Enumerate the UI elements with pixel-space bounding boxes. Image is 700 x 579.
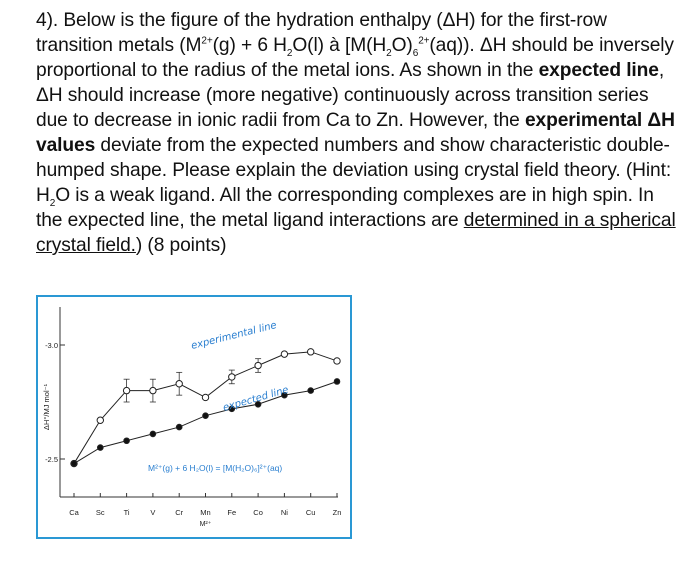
data-point-expected: [70, 460, 78, 467]
question-sup: 2+: [418, 35, 430, 47]
question-part: deviate from the expected numbers and sh…: [36, 135, 672, 206]
x-tick-label: Cu: [306, 508, 316, 517]
question-sub: 2: [286, 47, 293, 59]
question-part: ) (8 points): [135, 235, 227, 256]
data-point-experimental: [333, 357, 341, 365]
data-point-expected: [123, 437, 130, 445]
y-axis-label: ΔH°/MJ mol⁻¹: [42, 383, 51, 430]
question-sub: 2: [386, 47, 392, 59]
question-part: O): [391, 35, 413, 56]
x-tick-label: V: [150, 508, 155, 517]
data-point-experimental: [254, 361, 262, 370]
data-point-experimental: [228, 373, 236, 381]
hydration-enthalpy-figure: -3.0 -2.5 ΔH°/MJ mol⁻¹ Ca Sc Ti V Cr Mn Fe Co Ni Cu Z…: [36, 295, 352, 539]
data-point-expected: [228, 405, 236, 413]
x-tick-label: Cr: [175, 508, 183, 517]
data-point-expected: [202, 412, 209, 419]
x-tick-label: Ti: [124, 508, 130, 517]
data-point-experimental: [201, 393, 210, 402]
data-point-expected: [307, 387, 315, 394]
data-point-expected: [175, 423, 183, 431]
question-sub: 6: [412, 47, 419, 59]
data-point-experimental: [307, 348, 315, 356]
data-point-expected: [281, 391, 288, 399]
chart-marks: [70, 348, 341, 468]
chart-svg: -3.0 -2.5 ΔH°/MJ mol⁻¹ Ca Sc Ti V Cr Mn Fe Co Ni Cu Z…: [42, 307, 342, 528]
data-point-expected: [149, 430, 157, 438]
data-point-experimental: [149, 386, 157, 395]
x-tick-label: Co: [253, 508, 263, 517]
x-axis-sublabel: M²⁺: [200, 521, 212, 528]
question-part: , ΔH should increase (more negative) con…: [36, 60, 665, 131]
bold-experimental-values: experimental ΔH values: [36, 110, 675, 156]
label-experimental-line: experimental line: [190, 320, 278, 352]
reaction-equation: M²⁺(g) + 6 H₂O(l) = [M(H₂O)₆]²⁺(aq): [148, 463, 282, 473]
question-part: 4). Below is the figure of the hydration…: [36, 10, 607, 56]
x-tick-label: Mn: [200, 508, 210, 517]
chart-axes: [59, 307, 338, 498]
series-line-experimental: [73, 351, 338, 464]
x-tick-label: Ca: [69, 508, 79, 517]
x-tick-label: Ni: [281, 508, 288, 517]
question-text: 4). Below is the figure of the hydration…: [36, 8, 676, 258]
x-tick-label: Zn: [333, 508, 342, 517]
data-point-experimental: [280, 350, 289, 358]
question-part: (aq)). ΔH should be inversely proportion…: [36, 35, 674, 81]
x-tick-label: Fe: [227, 508, 236, 517]
bold-expected-line: expected line: [538, 60, 659, 81]
data-point-expected: [97, 444, 104, 451]
data-point-experimental: [122, 386, 131, 395]
question-part: O(l) à [M(H: [292, 35, 387, 56]
question-part: (g) + 6 H: [212, 35, 287, 56]
label-expected-line: expected line: [222, 385, 290, 414]
y-tick-label: -3.0: [45, 341, 58, 350]
x-tick-label: Sc: [96, 508, 105, 517]
data-point-experimental: [96, 416, 104, 424]
question-part: O is a weak ligand. All the correspondin…: [36, 185, 654, 231]
y-tick-label: -2.5: [45, 455, 58, 464]
data-point-experimental: [175, 380, 183, 388]
question-sup: 2+: [201, 35, 213, 47]
question-sub: 2: [49, 197, 56, 209]
data-point-expected: [333, 378, 341, 385]
underlined-hint: determined in a spherical crystal field.: [36, 210, 676, 256]
data-point-expected: [254, 400, 262, 408]
